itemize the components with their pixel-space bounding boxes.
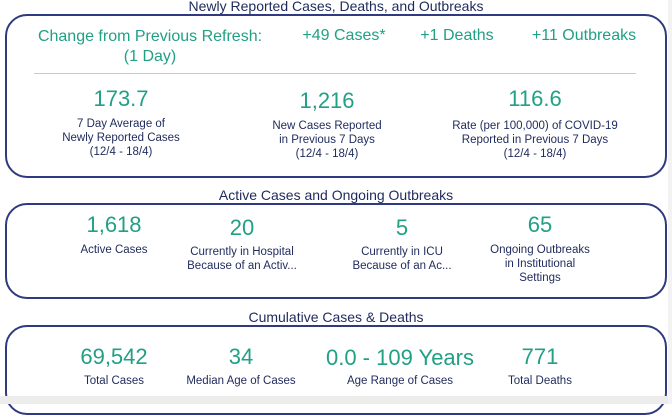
deaths-change: +1 Deaths (420, 27, 494, 44)
active-cases-panel (5, 203, 667, 299)
label-line: Total Cases (83, 375, 145, 387)
label-line: Because of an Ac... (352, 260, 452, 272)
label-line: Settings (519, 272, 561, 284)
bottom-scroll-track (0, 396, 672, 404)
rate-per-100k-label: Rate (per 100,000) of COVID-19 Reported … (430, 119, 640, 161)
label-line: Age Range of Cases (346, 375, 454, 387)
in-hospital-value: 20 (229, 215, 255, 240)
newly-reported-panel (5, 14, 667, 178)
active-cases-label: Active Cases (54, 243, 174, 257)
seven-day-average-value: 173.7 (93, 86, 149, 111)
section-title-active-cases: Active Cases and Ongoing Outbreaks (218, 187, 454, 203)
label-line: Active Cases (80, 244, 148, 256)
label-line: Median Age of Cases (186, 375, 296, 387)
label-line: Ongoing Outbreaks (490, 244, 590, 256)
section-title-newly-reported: Newly Reported Cases, Deaths, and Outbre… (188, 0, 484, 14)
in-icu-label: Currently in ICU Because of an Ac... (336, 245, 468, 273)
label-line: (12/4 - 18/4) (295, 148, 359, 160)
label-line: (12/4 - 18/4) (503, 148, 567, 160)
label-line: Newly Reported Cases (62, 132, 180, 144)
label-line: Reported in Previous 7 Days (461, 134, 609, 146)
total-deaths-value: 771 (521, 344, 559, 369)
change-label-line1: Change from Previous Refresh: (37, 28, 263, 45)
new-cases-7-days-value: 1,216 (299, 88, 355, 113)
total-cases-value: 69,542 (80, 344, 148, 369)
label-line: New Cases Reported (272, 120, 382, 132)
label-line: 7 Day Average of (76, 118, 165, 130)
label-line: Currently in Hospital (190, 246, 294, 258)
total-deaths-label: Total Deaths (480, 374, 600, 388)
label-line: Rate (per 100,000) of COVID-19 (452, 120, 618, 132)
label-line: Because of an Activ... (187, 260, 297, 272)
change-label: Change from Previous Refresh: (1 Day) (34, 27, 266, 67)
active-cases-value: 1,618 (86, 212, 142, 237)
label-line: (12/4 - 18/4) (89, 146, 153, 158)
total-cases-label: Total Cases (54, 374, 174, 388)
change-label-line2: (1 Day) (123, 48, 177, 65)
label-line: in Previous 7 Days (279, 134, 375, 146)
right-scroll-track (668, 0, 672, 404)
median-age-value: 34 (228, 344, 254, 369)
section-title-cumulative: Cumulative Cases & Deaths (248, 309, 424, 325)
in-hospital-label: Currently in Hospital Because of an Acti… (172, 245, 312, 273)
cases-change: +49 Cases* (302, 27, 386, 44)
label-line: Currently in ICU (361, 246, 443, 258)
seven-day-average-label: 7 Day Average of Newly Reported Cases (1… (44, 117, 198, 159)
divider (34, 73, 636, 74)
in-icu-value: 5 (395, 215, 409, 240)
label-line: Total Deaths (508, 375, 572, 387)
label-line: in Institutional (504, 258, 576, 270)
outbreaks-change: +11 Outbreaks (531, 27, 637, 44)
median-age-label: Median Age of Cases (171, 374, 311, 388)
ongoing-outbreaks-label: Ongoing Outbreaks in Institutional Setti… (474, 243, 606, 285)
age-range-label: Age Range of Cases (330, 374, 470, 388)
age-range-value: 0.0 - 109 Years (325, 345, 474, 370)
new-cases-7-days-label: New Cases Reported in Previous 7 Days (1… (244, 119, 410, 161)
rate-per-100k-value: 116.6 (508, 86, 562, 111)
ongoing-outbreaks-value: 65 (527, 212, 553, 237)
